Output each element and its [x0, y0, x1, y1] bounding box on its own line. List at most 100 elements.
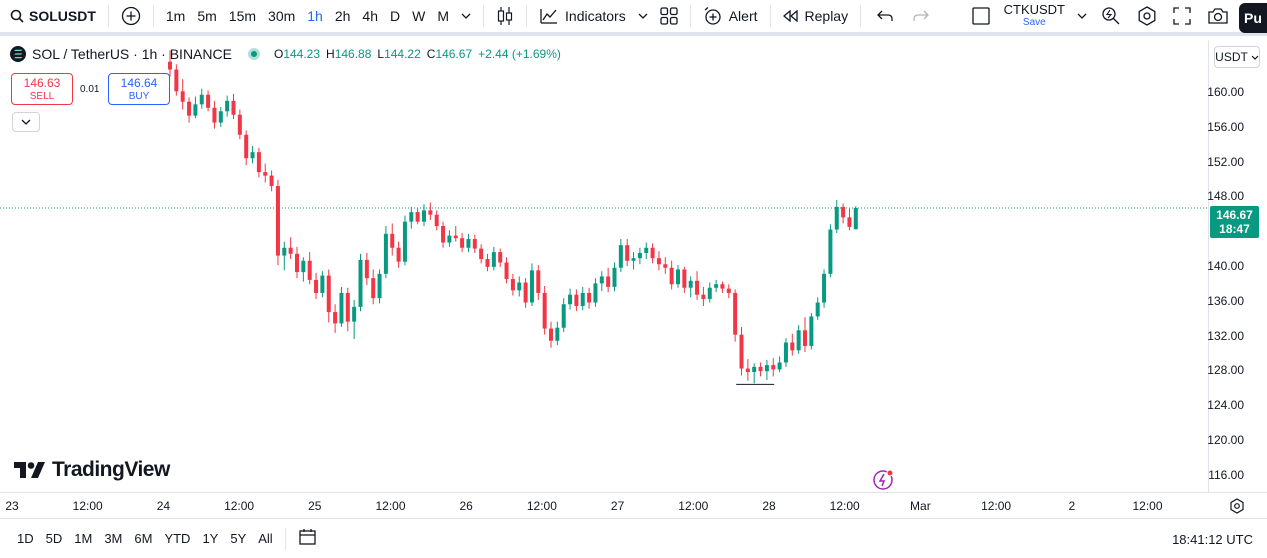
range-1m[interactable]: 1M [74, 531, 93, 546]
candle [618, 239, 623, 273]
divider [152, 5, 154, 27]
indicators-button[interactable]: Indicators [533, 0, 632, 32]
timeframe-30m[interactable]: 30m [268, 8, 296, 24]
time-scale[interactable]: 23 12:00 24 12:00 25 12:00 26 12:00 27 12:00 28 12:… [0, 492, 1267, 518]
sell-button[interactable]: 146.63 SELL [11, 73, 73, 105]
layout-button[interactable]: CTKUSDT Save [966, 0, 1071, 32]
utc-clock[interactable]: 18:41:12 UTC [1172, 532, 1253, 547]
candle [275, 179, 280, 266]
candle [695, 271, 700, 300]
candle [295, 246, 299, 279]
candle [383, 226, 388, 279]
divider [107, 5, 109, 27]
timeframe-dropdown[interactable] [455, 0, 477, 32]
replay-button[interactable]: Replay [777, 0, 855, 32]
chart-pane[interactable] [0, 40, 1208, 492]
buy-button[interactable]: 146.64 BUY [108, 73, 170, 105]
time-tick-label: 26 [459, 499, 473, 513]
time-tick-label: 2 [1068, 499, 1076, 513]
candle [447, 230, 452, 247]
close-value: C146.67 [426, 47, 473, 61]
timeframe-d[interactable]: D [390, 8, 401, 24]
brand-name: TradingView [52, 458, 170, 481]
timeframe-2h[interactable]: 2h [334, 8, 351, 24]
redo-button[interactable] [903, 0, 939, 32]
publish-button[interactable]: Pu [1239, 3, 1267, 33]
candle [466, 233, 471, 253]
timeframe-w[interactable]: W [412, 8, 426, 24]
quick-search-button[interactable] [1093, 0, 1129, 32]
candle [244, 130, 249, 166]
candle [796, 325, 801, 354]
price-tick-label: 116.00 [1208, 467, 1244, 482]
range-1d[interactable]: 1D [17, 531, 34, 546]
timeframe-1h[interactable]: 1h [307, 8, 323, 24]
symbol-name: SOLUSDT [29, 8, 96, 24]
range-1y[interactable]: 1Y [202, 531, 219, 546]
symbol-pair-title[interactable]: SOL / TetherUS · 1h · BINANCE [32, 46, 232, 62]
candle [682, 266, 687, 293]
time-tick-label: 28 [762, 499, 776, 513]
tradingview-logo[interactable]: TradingView [14, 458, 170, 482]
open-value: O144.23 [273, 47, 321, 61]
candle [606, 267, 611, 293]
flash-news-icon[interactable] [872, 468, 896, 495]
candle [510, 273, 515, 296]
currency-button[interactable]: USDT [1214, 46, 1260, 68]
fullscreen-button[interactable] [1165, 0, 1199, 32]
candle [288, 237, 293, 260]
candle [650, 243, 655, 264]
indicators-dropdown[interactable] [632, 0, 654, 32]
range-6m[interactable]: 6M [134, 531, 153, 546]
current-price-tag: 146.67 18:47 [1210, 206, 1259, 238]
timeframe-m[interactable]: M [437, 8, 450, 24]
candle [434, 210, 439, 231]
compare-button[interactable] [115, 0, 147, 32]
symbol-search-button[interactable]: SOLUSDT [0, 0, 102, 32]
snapshot-button[interactable] [1199, 0, 1237, 32]
candle [777, 356, 782, 373]
settings-button[interactable] [1129, 0, 1165, 32]
templates-button[interactable] [654, 0, 684, 32]
layout-dropdown[interactable] [1071, 0, 1093, 32]
chevron-down-icon [1077, 13, 1087, 19]
timeframe-1m[interactable]: 1m [165, 8, 186, 24]
candle [555, 321, 560, 346]
alert-button[interactable]: Alert [697, 0, 764, 32]
timeframe-4h[interactable]: 4h [362, 8, 378, 24]
timeframe-5m[interactable]: 5m [197, 8, 217, 24]
candle [193, 96, 198, 119]
timeframe-15m[interactable]: 15m [228, 8, 257, 24]
chevron-down-icon [638, 13, 648, 19]
candle [333, 304, 338, 333]
range-ytd[interactable]: YTD [164, 531, 191, 546]
range-all[interactable]: All [258, 531, 273, 546]
undo-button[interactable] [867, 0, 903, 32]
range-5d[interactable]: 5D [45, 531, 63, 546]
price-tick-label: 132.00 [1207, 328, 1244, 343]
candle [485, 253, 490, 272]
current-price: 146.67 [1216, 208, 1253, 222]
indicators-label: Indicators [565, 8, 626, 24]
range-3m[interactable]: 3M [104, 531, 123, 546]
price-scale[interactable]: 160.00 156.00 152.00 148.00 140.00 136.00 132.… [1207, 40, 1267, 492]
candlestick-chart[interactable] [0, 40, 1208, 492]
candle [517, 276, 522, 297]
legend-collapse-button[interactable] [12, 112, 40, 132]
candle [676, 265, 680, 288]
high-value: H146.88 [326, 47, 372, 61]
chart-type-button[interactable] [490, 0, 520, 32]
candle [441, 221, 446, 248]
rewind-icon [782, 10, 798, 22]
candle [491, 246, 496, 271]
change-value: +2.44 (+1.69%) [478, 47, 561, 61]
range-5y[interactable]: 5Y [230, 531, 247, 546]
scale-settings-button[interactable] [1229, 498, 1245, 517]
candle [479, 244, 484, 264]
goto-date-button[interactable] [292, 527, 324, 550]
candle [542, 285, 547, 335]
candle [783, 338, 788, 367]
candle [390, 223, 395, 256]
candle [726, 284, 731, 299]
chevron-down-icon [1251, 55, 1259, 60]
